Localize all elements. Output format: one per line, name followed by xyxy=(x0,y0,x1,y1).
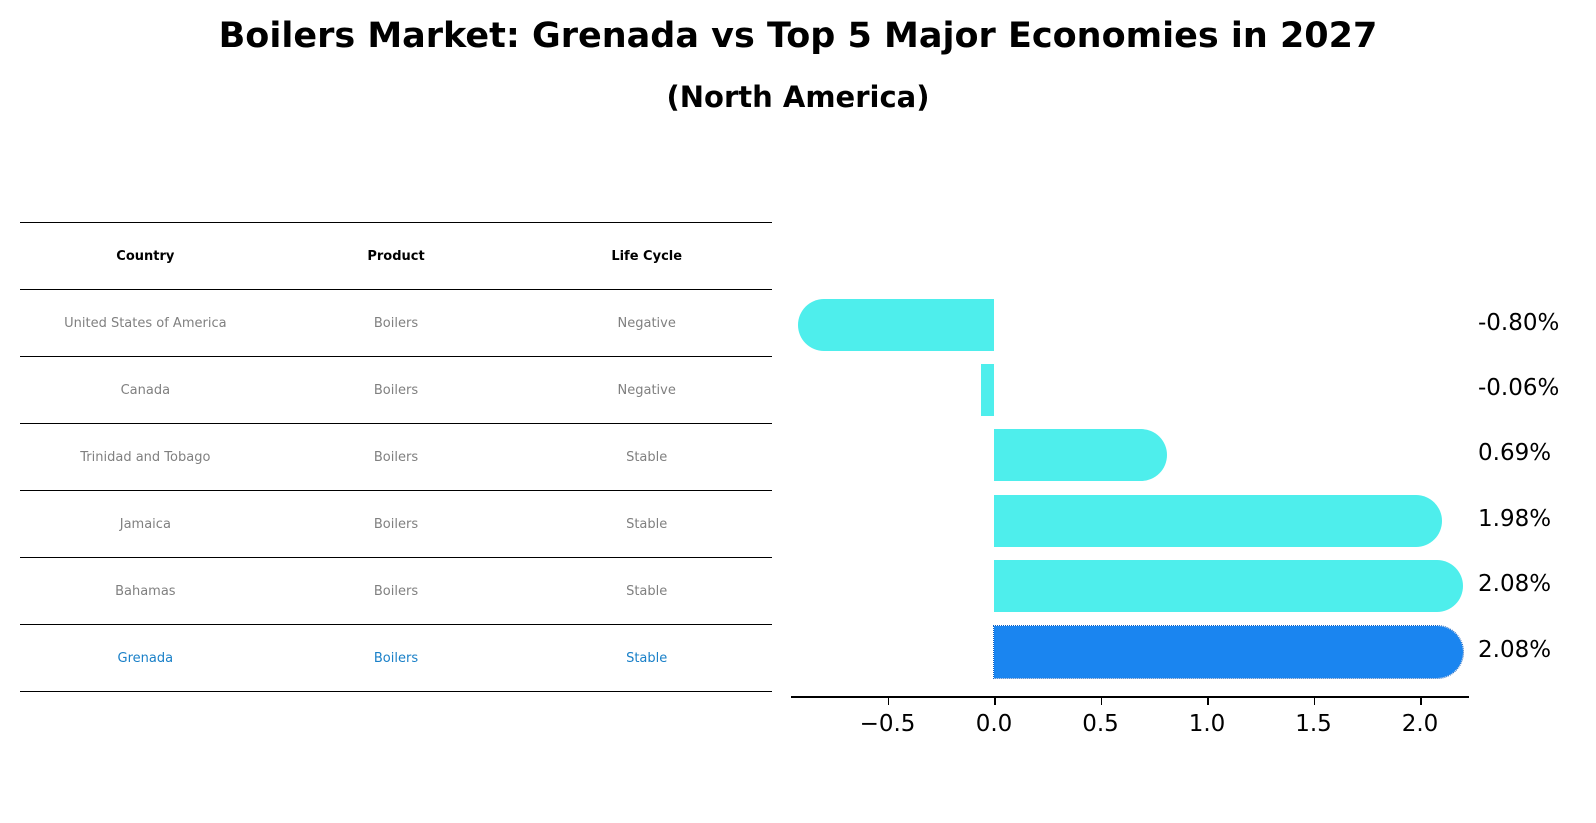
table-row-highlighted: Grenada Boilers Stable xyxy=(20,624,772,692)
x-tick xyxy=(1420,697,1422,705)
cell-product: Boilers xyxy=(373,583,419,599)
table-row: Trinidad and Tobago Boilers Stable xyxy=(20,423,772,490)
cell-life-cycle: Stable xyxy=(626,650,668,666)
cell-country: Canada xyxy=(120,382,171,398)
header-country: Country xyxy=(116,248,175,264)
x-tick xyxy=(1313,697,1315,705)
x-tick-label: 2.0 xyxy=(1401,711,1439,737)
data-table: Country Product Life Cycle United States… xyxy=(20,222,772,692)
x-tick-label: 0.5 xyxy=(1082,711,1119,737)
value-label: -0.06% xyxy=(1478,375,1560,401)
value-label: 0.69% xyxy=(1478,440,1552,466)
table-row: Canada Boilers Negative xyxy=(20,356,772,423)
table-row: United States of America Boilers Negativ… xyxy=(20,289,772,356)
cell-product: Boilers xyxy=(373,315,419,331)
cell-life-cycle: Negative xyxy=(617,382,676,398)
chart-subtitle: (North America) xyxy=(666,80,930,114)
x-tick-label: 1.5 xyxy=(1295,711,1332,737)
chart-title: Boilers Market: Grenada vs Top 5 Major E… xyxy=(218,16,1378,56)
value-label: 2.08% xyxy=(1478,571,1552,597)
bar-highlighted xyxy=(992,625,1465,679)
cell-product: Boilers xyxy=(373,516,419,532)
x-axis-line xyxy=(791,696,1469,698)
cell-country: Jamaica xyxy=(119,516,171,532)
x-tick xyxy=(994,697,996,705)
cell-country: Grenada xyxy=(117,650,174,666)
x-tick xyxy=(1207,697,1209,705)
cell-country: Bahamas xyxy=(115,583,176,599)
x-tick-label: −0.5 xyxy=(859,711,916,737)
bar xyxy=(994,560,1464,612)
x-tick xyxy=(887,697,889,705)
value-label: 1.98% xyxy=(1478,506,1552,532)
header-life-cycle: Life Cycle xyxy=(611,248,683,264)
bar xyxy=(994,429,1167,481)
x-tick-label: 0.0 xyxy=(975,711,1013,737)
table-header-row: Country Product Life Cycle xyxy=(20,222,772,289)
cell-country: Trinidad and Tobago xyxy=(80,449,211,465)
cell-life-cycle: Negative xyxy=(617,315,676,331)
cell-product: Boilers xyxy=(373,650,419,666)
x-tick-label: 1.0 xyxy=(1188,711,1226,737)
bar xyxy=(797,299,994,351)
table-row: Jamaica Boilers Stable xyxy=(20,490,772,557)
value-label: 2.08% xyxy=(1478,637,1552,663)
x-tick xyxy=(1100,697,1102,705)
cell-life-cycle: Stable xyxy=(626,449,668,465)
bar xyxy=(994,495,1442,547)
cell-life-cycle: Stable xyxy=(626,583,668,599)
cell-life-cycle: Stable xyxy=(626,516,668,532)
cell-country: United States of America xyxy=(64,315,227,331)
cell-product: Boilers xyxy=(373,382,419,398)
table-row: Bahamas Boilers Stable xyxy=(20,557,772,624)
cell-product: Boilers xyxy=(373,449,419,465)
header-product: Product xyxy=(367,248,425,264)
value-label: -0.80% xyxy=(1478,310,1560,336)
bar xyxy=(981,364,994,416)
